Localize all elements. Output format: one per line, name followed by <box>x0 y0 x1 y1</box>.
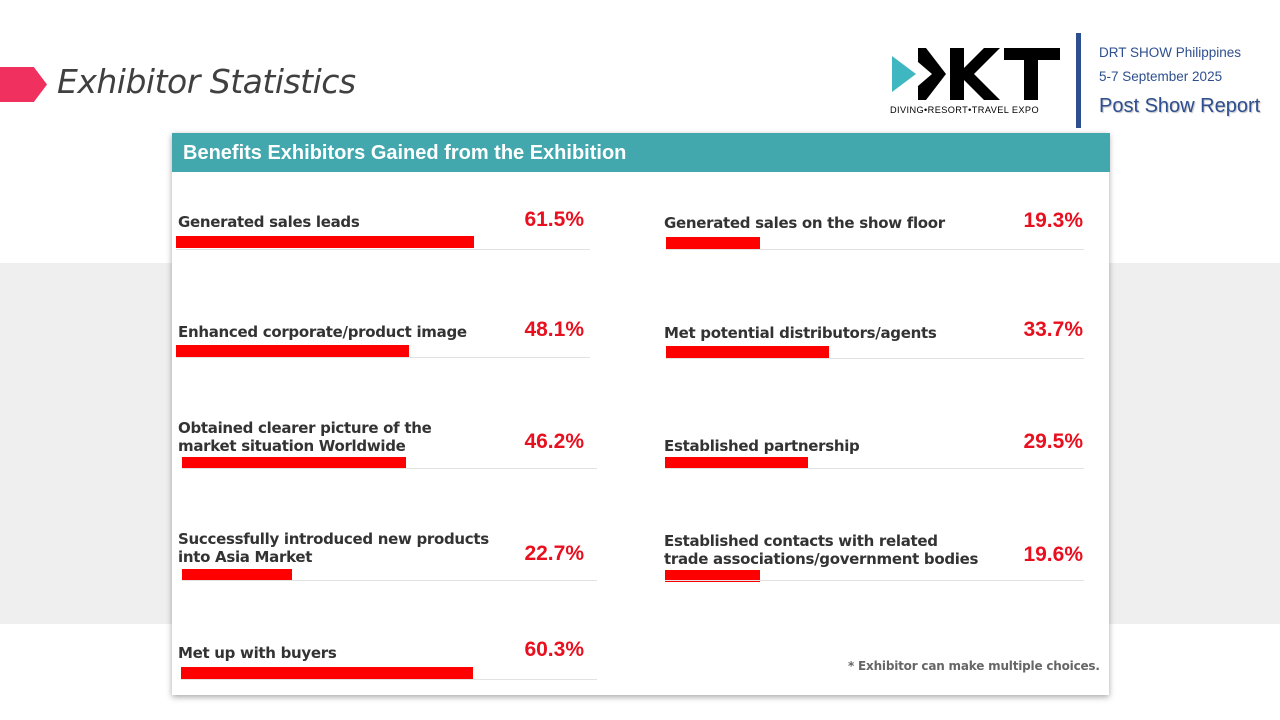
item-8-value-label: 29.5% <box>1023 430 1083 453</box>
item-9-label: Established contacts with related trade … <box>664 532 979 568</box>
event-dates: 5-7 September 2025 <box>1099 69 1223 84</box>
item-1-rule <box>176 249 590 250</box>
item-4-bar <box>182 569 292 581</box>
item-6-value-label: 19.3% <box>1023 209 1083 232</box>
item-3-bar <box>182 457 406 469</box>
event-name: DRT SHOW Philippines <box>1099 45 1242 60</box>
item-8-bar <box>665 457 808 469</box>
item-1-bar <box>176 236 474 248</box>
item-2-bar <box>176 345 409 357</box>
item-3-value-label: 46.2% <box>524 430 584 453</box>
item-3-label: Obtained clearer picture of the market s… <box>178 419 432 455</box>
item-4-label: Successfully introduced new products int… <box>178 530 489 566</box>
item-3-rule <box>182 468 597 469</box>
item-7-rule <box>666 358 1084 359</box>
item-8-label: Established partnership <box>664 437 860 455</box>
footnote: * Exhibitor can make multiple choices. <box>848 659 1100 673</box>
item-4-value-label: 22.7% <box>524 542 584 565</box>
page-title: Exhibitor Statistics <box>57 62 356 101</box>
item-6-label: Generated sales on the show floor <box>664 214 945 232</box>
item-5-bar <box>181 667 473 679</box>
chart-card: Benefits Exhibitors Gained from the Exhi… <box>172 133 1110 695</box>
logo-tagline: DIVING•RESORT•TRAVEL EXPO <box>890 105 1039 115</box>
item-2-label: Enhanced corporate/product image <box>178 323 467 341</box>
chart-header: Benefits Exhibitors Gained from the Exhi… <box>172 133 1110 172</box>
item-6-bar <box>666 237 760 249</box>
item-5-label: Met up with buyers <box>178 644 337 662</box>
chart-title: Benefits Exhibitors Gained from the Exhi… <box>183 142 627 164</box>
item-9-value-label: 19.6% <box>1023 543 1083 566</box>
report-title: Post Show Report <box>1099 95 1261 117</box>
item-8-rule <box>665 468 1084 469</box>
item-2-rule <box>176 357 590 358</box>
item-2-value-label: 48.1% <box>524 318 584 341</box>
item-5-rule <box>181 679 597 680</box>
item-1-label: Generated sales leads <box>178 213 360 231</box>
item-7-value-label: 33.7% <box>1023 318 1083 341</box>
header-divider <box>1076 33 1081 128</box>
item-7-label: Met potential distributors/agents <box>664 324 937 342</box>
item-5-value-label: 60.3% <box>524 638 584 661</box>
item-6-rule <box>666 249 1084 250</box>
item-7-bar <box>666 346 829 358</box>
drt-logo: DIVING•RESORT•TRAVEL EXPO <box>888 46 1063 118</box>
item-1-value-label: 61.5% <box>524 208 584 231</box>
drt-logo-mark-icon <box>892 48 1060 100</box>
item-4-rule <box>182 580 597 581</box>
title-arrow-icon <box>0 67 47 102</box>
item-9-bar <box>665 570 760 582</box>
item-9-rule <box>665 580 1084 581</box>
